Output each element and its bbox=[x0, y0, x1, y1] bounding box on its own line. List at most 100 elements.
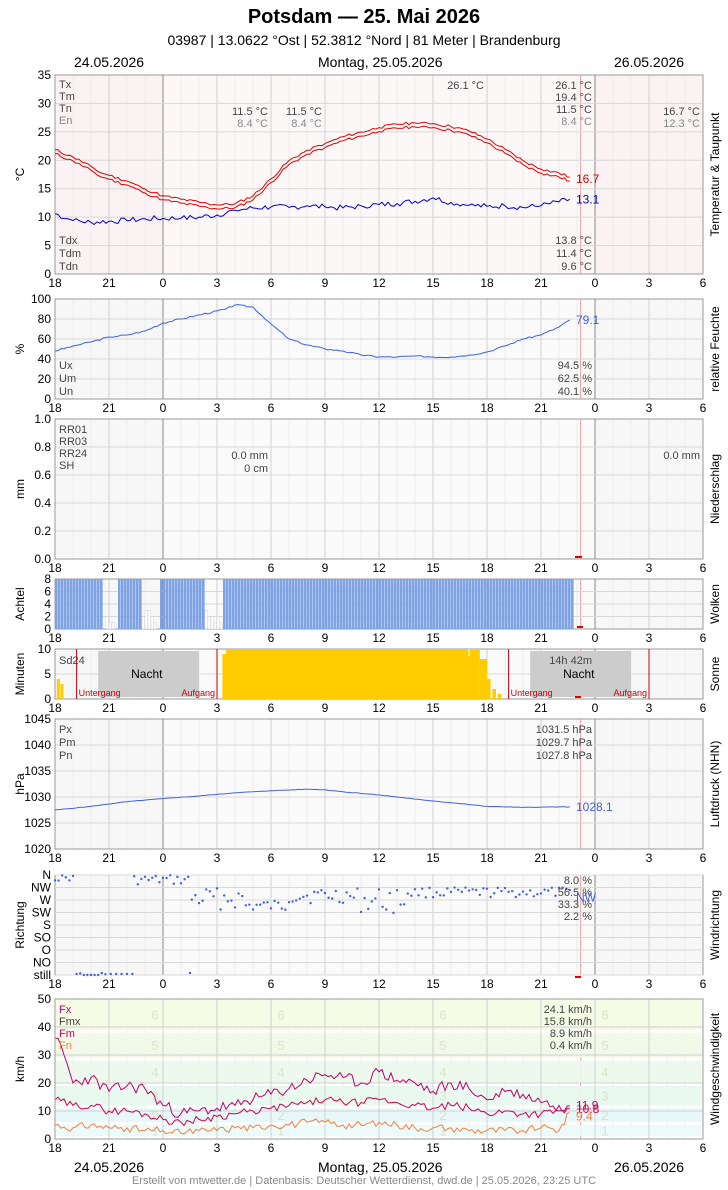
dir-dot bbox=[471, 888, 474, 891]
dir-dot bbox=[194, 894, 197, 897]
cloud-break-bar bbox=[153, 622, 157, 630]
cloud-bar bbox=[415, 579, 418, 629]
x-tick-label: 15 bbox=[426, 701, 440, 715]
x-tick-label: 6 bbox=[268, 977, 275, 991]
x-tick-label: 3 bbox=[646, 631, 653, 645]
cloud-bar bbox=[250, 579, 253, 629]
cloud-bar bbox=[340, 579, 343, 629]
cloud-bar bbox=[538, 579, 541, 629]
station-info: 03987 | 13.0622 °Ost | 52.3812 °Nord | 8… bbox=[167, 32, 561, 48]
wind-fm-line bbox=[54, 1096, 570, 1127]
x-tick-label: 15 bbox=[426, 851, 440, 865]
wind-fn-end-label: 9.4 bbox=[576, 1110, 593, 1124]
x-tick-label: 18 bbox=[48, 851, 62, 865]
y-tick-label: 50 bbox=[38, 992, 52, 1006]
dir-dot bbox=[295, 899, 298, 902]
dir-dot bbox=[169, 874, 172, 877]
cloud-bar bbox=[97, 579, 100, 629]
x-tick-label: 0 bbox=[592, 1141, 599, 1155]
dir-dot bbox=[323, 891, 327, 895]
dir-dot bbox=[532, 895, 535, 898]
y-axis-label: Richtung bbox=[13, 901, 27, 948]
cloud-bar bbox=[262, 579, 265, 629]
cloud-bar bbox=[199, 579, 202, 629]
cloud-bar bbox=[433, 579, 436, 629]
legend-SH: SH bbox=[59, 460, 74, 472]
cloud-bar bbox=[307, 579, 310, 629]
dir-dot bbox=[215, 887, 219, 890]
stat-press-2: 1027.8 hPa bbox=[536, 750, 593, 762]
dir-dot bbox=[136, 883, 139, 886]
dir-dot bbox=[417, 894, 420, 897]
y-tick-label: 0.0 bbox=[34, 552, 51, 566]
cloud-bar bbox=[274, 579, 277, 629]
cloud-bar bbox=[547, 579, 550, 629]
cloud-bar bbox=[67, 579, 70, 629]
dir-dot bbox=[120, 972, 123, 976]
dir-tick-label: still bbox=[34, 968, 51, 982]
x-tick-label: 6 bbox=[268, 701, 275, 715]
cloud-bar bbox=[409, 579, 412, 629]
x-tick-label: 0 bbox=[592, 701, 599, 715]
cloud-bar bbox=[301, 579, 304, 629]
cloud-bar bbox=[196, 579, 199, 629]
y-axis-label: Minuten bbox=[13, 653, 27, 696]
x-tick-label: 0 bbox=[592, 401, 599, 415]
x-tick-label: 21 bbox=[102, 276, 116, 290]
bft-label: 3 bbox=[439, 1089, 446, 1104]
x-tick-label: 18 bbox=[480, 851, 494, 865]
cloud-bar bbox=[427, 579, 430, 629]
dir-dot bbox=[208, 890, 211, 893]
cloud-bar bbox=[202, 579, 205, 629]
cloud-bar bbox=[100, 579, 103, 629]
cloud-bar bbox=[259, 579, 262, 629]
x-tick-label: 3 bbox=[214, 701, 221, 715]
dir-dot bbox=[287, 900, 291, 904]
y-tick-label: 30 bbox=[38, 96, 52, 110]
side-label: Sonne bbox=[708, 656, 722, 691]
cloud-bar bbox=[184, 579, 187, 629]
bft-label: 4 bbox=[439, 1065, 446, 1080]
temp-max-line bbox=[55, 121, 570, 206]
dir-dot bbox=[338, 900, 341, 904]
cloud-bar bbox=[430, 579, 433, 629]
cloud-bar bbox=[568, 579, 571, 629]
dir-dot bbox=[143, 875, 147, 879]
stat-today-td-1: 11.4 °C bbox=[556, 248, 592, 260]
x-tick-label: 9 bbox=[322, 276, 329, 290]
x-tick-label: 3 bbox=[646, 401, 653, 415]
cloud-bar bbox=[256, 579, 259, 629]
cloud-bar bbox=[535, 579, 538, 629]
stat-rr24: 0.0 mm bbox=[231, 450, 268, 462]
dir-dot bbox=[399, 903, 402, 906]
dewpoint-line bbox=[54, 197, 570, 226]
dir-dot bbox=[89, 973, 93, 977]
x-tick-label: 6 bbox=[268, 276, 275, 290]
cloud-bar bbox=[517, 579, 520, 629]
dir-dot bbox=[309, 901, 312, 905]
cloud-bar bbox=[283, 579, 286, 629]
sunrise-label-next: Aufgang bbox=[613, 688, 647, 698]
stat-prev-en: 8.4 °C bbox=[237, 118, 268, 130]
legend-RR03: RR03 bbox=[59, 436, 87, 448]
dir-dot bbox=[179, 882, 183, 885]
sun-bar bbox=[479, 659, 487, 699]
dir-dot bbox=[406, 892, 409, 895]
x-tick-label: 15 bbox=[426, 631, 440, 645]
dir-dot bbox=[241, 894, 244, 898]
x-tick-label: 18 bbox=[48, 561, 62, 575]
stat-dir-2: 33.3 % bbox=[558, 899, 592, 911]
cloud-bar bbox=[121, 579, 124, 629]
stat-prev2-tn: 11.5 °C bbox=[286, 106, 322, 118]
dir-dot bbox=[248, 903, 251, 906]
date-right-bottom: 26.05.2026 bbox=[614, 1159, 685, 1175]
x-tick-label: 3 bbox=[214, 977, 221, 991]
pressure-end-label: 1028.1 bbox=[576, 800, 613, 814]
dir-dot bbox=[496, 886, 499, 890]
x-tick-label: 6 bbox=[700, 561, 707, 575]
dir-dot bbox=[453, 886, 456, 889]
cloud-bar bbox=[481, 579, 484, 629]
legend-Fm: Fm bbox=[59, 1028, 75, 1040]
cloud-bar bbox=[70, 579, 73, 629]
cloud-break-bar bbox=[147, 610, 151, 630]
